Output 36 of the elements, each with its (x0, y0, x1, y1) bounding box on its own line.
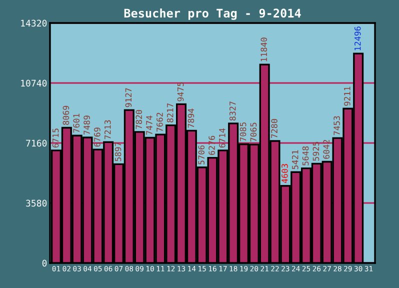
data-label: 4603 (282, 164, 288, 184)
data-label: 7474 (146, 116, 152, 135)
data-label: 6715 (52, 128, 59, 148)
data-label: 7085 (240, 122, 246, 142)
y-tick-label: 10740 (21, 80, 47, 87)
y-tick-label: 7160 (26, 140, 47, 147)
data-label: 7213 (104, 120, 111, 140)
data-label: 5421 (292, 150, 298, 170)
chart-title: Besucher pro Tag - 9-2014 (124, 8, 301, 20)
data-label: 5897 (114, 142, 122, 162)
data-label: 11840 (260, 38, 268, 62)
data-label: 9127 (125, 88, 132, 108)
data-label: 7489 (84, 116, 90, 135)
data-label: 7280 (271, 119, 278, 138)
data-label: 7662 (156, 112, 163, 132)
data-label: 8217 (166, 103, 174, 122)
data-label: 6042 (323, 140, 330, 159)
data-label: 12496 (354, 26, 361, 50)
data-label: 9211 (344, 86, 350, 106)
data-label: 7820 (136, 110, 142, 129)
data-label: 7601 (73, 114, 80, 133)
data-label: 6714 (219, 128, 226, 148)
data-label: 9475 (177, 82, 184, 102)
data-label: 6276 (208, 136, 215, 155)
y-tick-label: 14320 (21, 20, 47, 27)
data-label: 7894 (188, 108, 194, 128)
data-label: 7065 (250, 122, 257, 142)
data-label: 8327 (229, 102, 236, 121)
y-tick-label: 0 (42, 260, 47, 267)
data-label: 6769 (94, 128, 100, 147)
data-label: 7453 (334, 116, 340, 136)
y-tick-label: 3580 (26, 200, 47, 207)
data-label: 5648 (302, 146, 309, 166)
data-label: 5706 (198, 145, 205, 164)
data-label: 8069 (62, 106, 70, 125)
data-label: 5925 (312, 142, 320, 161)
